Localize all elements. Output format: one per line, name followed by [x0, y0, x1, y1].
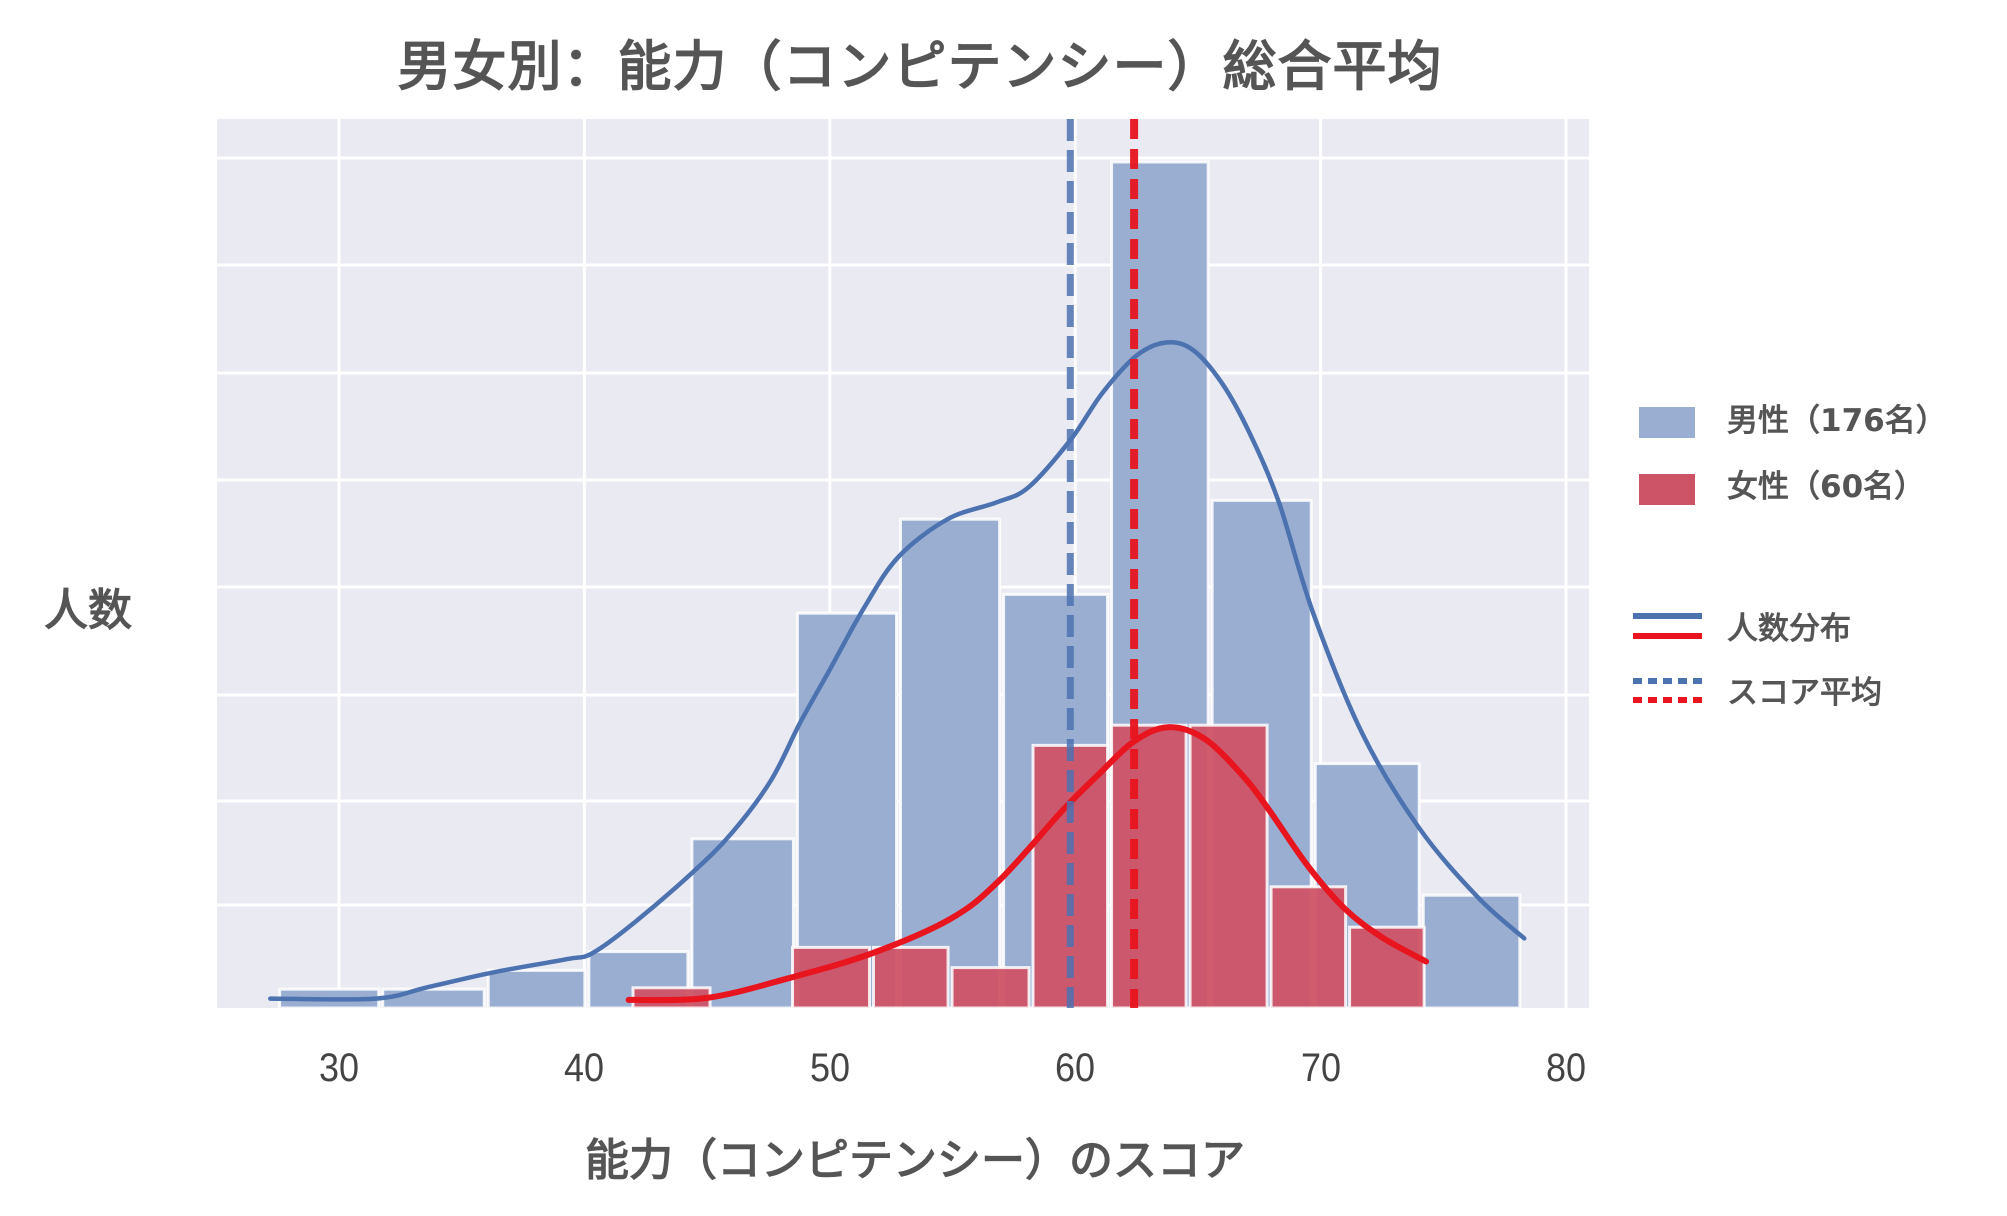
- male-dotted-line-icon: [1633, 678, 1702, 684]
- chart-title: 男女別：能力（コンピテンシー）総合平均: [397, 35, 1443, 98]
- legend-kde-label: 人数分布: [1727, 611, 1851, 647]
- male-kde-line: [268, 340, 1527, 1002]
- male-color-swatch: [1639, 407, 1695, 438]
- female-dotted-line-icon: [1633, 697, 1702, 703]
- x-tick-label: 50: [809, 1046, 851, 1090]
- male-line-icon: [1633, 613, 1702, 619]
- female-color-swatch: [1639, 474, 1695, 505]
- x-tick-label: 70: [1300, 1046, 1342, 1090]
- x-tick-label: 40: [563, 1046, 605, 1090]
- x-tick-label: 30: [318, 1046, 360, 1090]
- legend-female-label: 女性（60名）: [1727, 469, 1926, 505]
- x-axis-label: 能力（コンピテンシー）のスコア: [585, 1135, 1245, 1186]
- y-axis-label: 人数: [44, 585, 132, 636]
- female-line-icon: [1633, 633, 1702, 639]
- legend-mean-label: スコア平均: [1727, 675, 1882, 711]
- female-kde-line: [625, 724, 1430, 1004]
- x-tick-label: 80: [1545, 1046, 1587, 1090]
- x-tick-label: 60: [1054, 1046, 1096, 1090]
- legend-male-label: 男性（176名）: [1727, 403, 1947, 439]
